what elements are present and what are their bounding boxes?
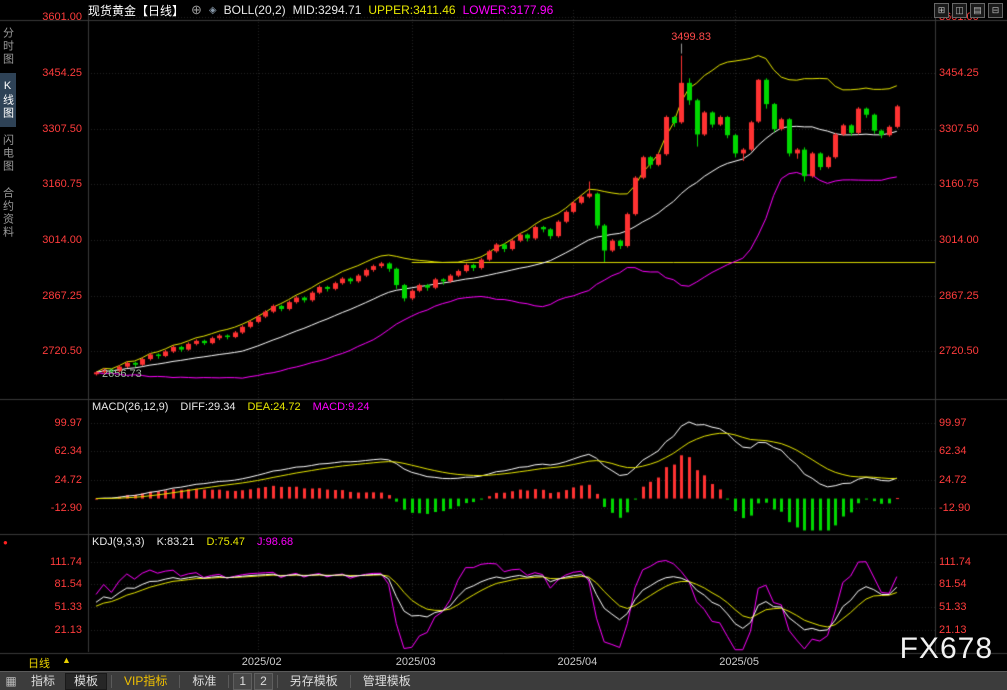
chart-layout-2-icon[interactable]: ◫ <box>952 3 967 18</box>
toolbar-separator <box>276 674 278 688</box>
chart-layout-4-icon[interactable]: ⊟ <box>988 3 1003 18</box>
toolbar-manage-template-button[interactable]: 管理模板 <box>362 673 411 688</box>
indicator-settings-icon[interactable]: ◈ <box>208 4 217 16</box>
chart-header: 现货黄金【日线】 ⊕ ◈ BOLL(20,2) MID:3294.71 UPPE… <box>0 0 1007 20</box>
bottom-toolbar: ▦ 指标 模板 VIP指标 标准 1 2 另存模板 管理模板 <box>0 671 1007 690</box>
period-arrow-icon[interactable]: ▲ <box>62 655 71 665</box>
toolbar-standard-button[interactable]: 标准 <box>192 673 217 688</box>
sidebar-tab-kline[interactable]: K线图 <box>0 73 16 127</box>
toolbar-separator <box>111 674 113 688</box>
instrument-title: 现货黄金【日线】 <box>88 3 185 18</box>
left-sidebar: 分时图 K线图闪电图合约资料 <box>0 20 16 246</box>
watermark: FX678 <box>899 632 993 665</box>
toolbar-separator <box>179 674 181 688</box>
toolbar-slot-1-button[interactable]: 1 <box>233 672 253 690</box>
toolbar-grid-icon[interactable]: ▦ <box>5 674 17 688</box>
boll-lower-value: LOWER:3177.96 <box>462 3 554 17</box>
macd-panel-label: MACD(26,12,9) DIFF:29.34 DEA:24.72 MACD:… <box>92 401 370 413</box>
toolbar-vip-indicators-button[interactable]: VIP指标 <box>124 673 168 688</box>
boll-label: BOLL(20,2) <box>223 3 286 17</box>
chart-layout-3-icon[interactable]: ▤ <box>970 3 985 18</box>
toolbar-save-template-button[interactable]: 另存模板 <box>289 673 338 688</box>
x-axis-row: 日线 ▲ <box>0 653 1007 671</box>
macd-macd-value: MACD:9.24 <box>312 401 370 413</box>
macd-diff-value: DIFF:29.34 <box>180 401 236 413</box>
sidebar-tab-flash[interactable]: 闪电图 <box>1 134 14 173</box>
toolbar-separator <box>228 674 230 688</box>
boll-upper-value: UPPER:3411.46 <box>368 3 456 17</box>
toolbar-slot-2-button[interactable]: 2 <box>254 672 273 690</box>
kdj-k-value: K:83.21 <box>156 536 195 548</box>
expand-icon[interactable]: ⊕ <box>191 2 202 17</box>
toolbar-templates-button[interactable]: 模板 <box>65 672 108 690</box>
toolbar-indicators-button[interactable]: 指标 <box>31 673 56 688</box>
macd-name: MACD(26,12,9) <box>92 401 169 413</box>
kdj-panel-label: KDJ(9,3,3) K:83.21 D:75.47 J:98.68 <box>92 536 293 548</box>
chart-layout-1-icon[interactable]: ⊞ <box>934 3 949 18</box>
boll-mid-value: MID:3294.71 <box>292 3 362 17</box>
period-label[interactable]: 日线 <box>28 658 50 670</box>
toolbar-items: 指标 模板 VIP指标 标准 1 2 另存模板 管理模板 <box>22 672 420 690</box>
sidebar-tab-contract-info[interactable]: 合约资料 <box>1 187 14 239</box>
toolbar-separator <box>349 674 351 688</box>
macd-dea-value: DEA:24.72 <box>247 401 301 413</box>
kdj-j-value: J:98.68 <box>257 536 294 548</box>
window-layout-icons: ⊞ ◫ ▤ ⊟ <box>934 3 1003 18</box>
kdj-name: KDJ(9,3,3) <box>92 536 145 548</box>
sidebar-tab-timeshare[interactable]: 分时图 <box>1 27 14 66</box>
kdj-panel-indicator-dot: ● <box>3 538 8 547</box>
kdj-d-value: D:75.47 <box>206 536 246 548</box>
